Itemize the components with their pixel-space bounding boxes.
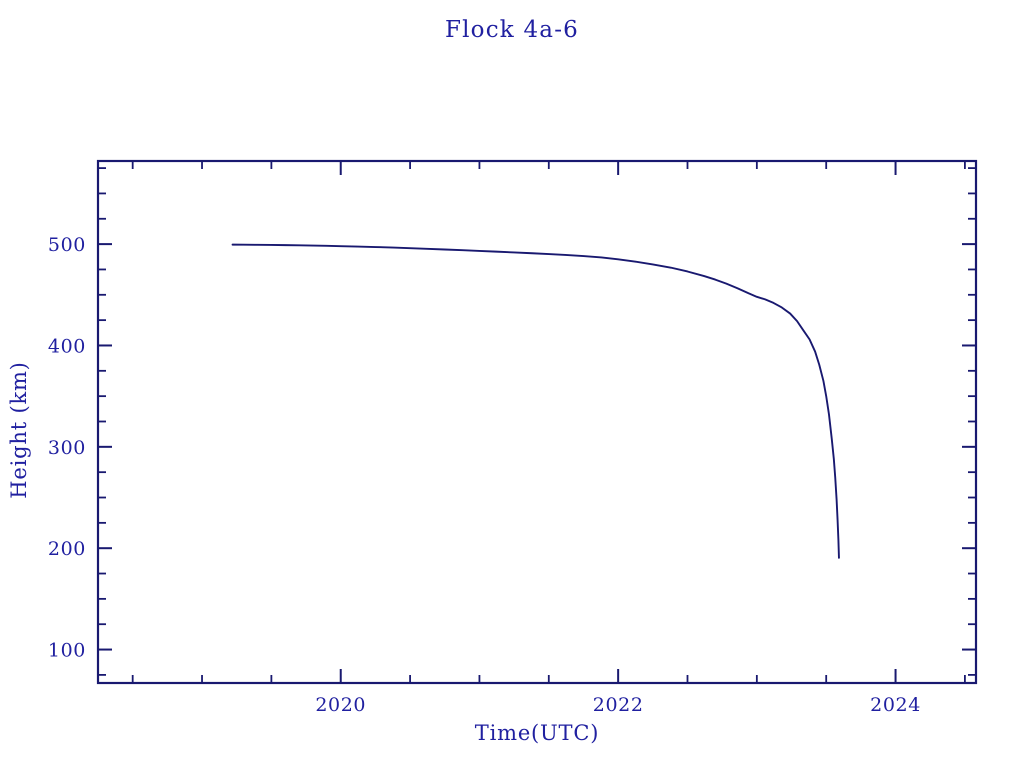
x-axis-title: Time(UTC): [475, 721, 599, 745]
y-tick-label: 200: [48, 538, 86, 560]
plot-frame: [96, 159, 978, 685]
x-tick-label: 2024: [870, 694, 921, 716]
y-axis-major-ticks: [98, 243, 976, 651]
y-tick-label: 500: [48, 234, 86, 256]
y-axis-minor-ticks: [98, 167, 976, 676]
x-tick-label: 2022: [593, 694, 644, 716]
y-axis-title: Height (km): [7, 361, 31, 498]
y-tick-label: 400: [48, 335, 86, 357]
x-axis-major-ticks: [339, 161, 897, 683]
x-axis-minor-ticks: [131, 161, 966, 683]
data-series-line: [231, 243, 840, 559]
x-tick-label: 2020: [315, 694, 366, 716]
y-tick-label: 300: [48, 437, 86, 459]
x-axis-tick-labels: 2020 2022 2024: [315, 694, 921, 716]
y-tick-label: 100: [48, 640, 86, 662]
chart-title: Flock 4a-6: [445, 17, 579, 43]
y-axis-tick-labels: 100 200 300 400 500: [48, 234, 86, 662]
